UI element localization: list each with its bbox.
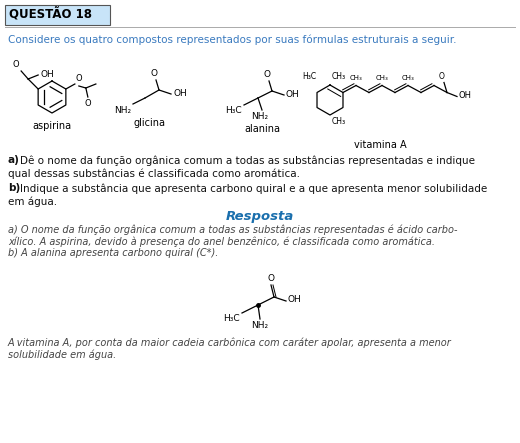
Text: CH₃: CH₃ — [332, 72, 346, 81]
Text: CH₃: CH₃ — [401, 74, 414, 81]
Text: NH₂: NH₂ — [114, 106, 131, 115]
Text: OH: OH — [40, 70, 54, 78]
Text: Dê o nome da função orgânica comum a todas as substâncias representadas e indiqu: Dê o nome da função orgânica comum a tod… — [20, 155, 475, 166]
Text: xílico. A aspirina, devido à presença do anel benzênico, é classificada como aro: xílico. A aspirina, devido à presença do… — [8, 236, 435, 246]
Text: b) A alanina apresenta carbono quiral (C*).: b) A alanina apresenta carbono quiral (C… — [8, 248, 218, 258]
Text: A vitamina A, por conta da maior cadeia carbônica com caráter apolar, apresenta : A vitamina A, por conta da maior cadeia … — [8, 338, 452, 349]
Text: OH: OH — [173, 89, 187, 97]
Text: b): b) — [8, 183, 20, 193]
Text: OH: OH — [459, 91, 472, 100]
Text: H₃C: H₃C — [302, 72, 316, 81]
Text: CH₃: CH₃ — [375, 74, 388, 81]
Text: OH: OH — [288, 295, 302, 304]
Text: NH₂: NH₂ — [252, 321, 268, 330]
Text: O: O — [12, 60, 19, 69]
Text: O: O — [267, 274, 275, 283]
Text: aspirina: aspirina — [32, 121, 72, 131]
Text: Considere os quatro compostos representados por suas fórmulas estruturais a segu: Considere os quatro compostos representa… — [8, 34, 457, 44]
Text: OH: OH — [286, 89, 300, 98]
Text: solubilidade em água.: solubilidade em água. — [8, 350, 116, 361]
Text: H₃C: H₃C — [224, 314, 240, 323]
Text: em água.: em água. — [8, 196, 57, 206]
Text: a): a) — [8, 155, 20, 165]
Text: O: O — [439, 71, 445, 81]
Text: vitamina A: vitamina A — [354, 140, 406, 150]
Text: O: O — [150, 69, 158, 78]
Text: CH₃: CH₃ — [349, 74, 362, 81]
Text: glicina: glicina — [134, 118, 166, 128]
Text: Resposta: Resposta — [226, 210, 294, 223]
Text: O: O — [76, 74, 83, 83]
Text: CH₃: CH₃ — [332, 117, 346, 126]
Text: Indique a substância que apresenta carbono quiral e a que apresenta menor solubi: Indique a substância que apresenta carbo… — [20, 183, 487, 194]
Text: O: O — [264, 70, 270, 79]
Text: a) O nome da função orgânica comum a todas as substâncias representadas é ácido : a) O nome da função orgânica comum a tod… — [8, 224, 458, 234]
Text: QUESTÃO 18: QUESTÃO 18 — [9, 7, 92, 20]
FancyBboxPatch shape — [5, 5, 110, 25]
Text: H₃C: H₃C — [225, 106, 242, 115]
Text: O: O — [85, 99, 91, 108]
Text: NH₂: NH₂ — [252, 112, 268, 121]
Text: qual dessas substâncias é classificada como aromática.: qual dessas substâncias é classificada c… — [8, 168, 300, 179]
Text: alanina: alanina — [244, 124, 280, 134]
